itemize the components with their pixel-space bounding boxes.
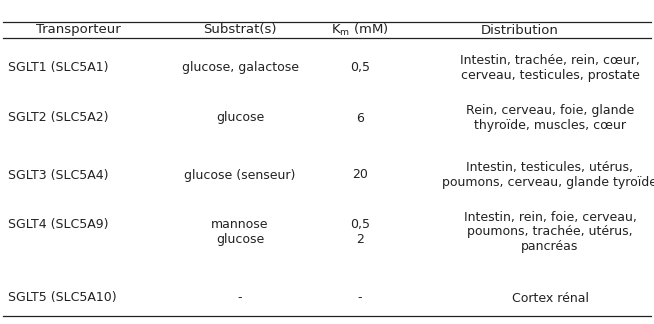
Text: Substrat(s): Substrat(s) xyxy=(203,24,277,37)
Text: Distribution: Distribution xyxy=(481,24,559,37)
Text: 2: 2 xyxy=(356,233,364,246)
Text: poumons, trachée, utérus,: poumons, trachée, utérus, xyxy=(467,226,633,238)
Text: SGLT3 (SLC5A4): SGLT3 (SLC5A4) xyxy=(8,168,109,181)
Text: glucose: glucose xyxy=(216,233,264,246)
Text: Intestin, rein, foie, cerveau,: Intestin, rein, foie, cerveau, xyxy=(464,211,636,224)
Text: 0,5: 0,5 xyxy=(350,218,370,231)
Text: 0,5: 0,5 xyxy=(350,62,370,75)
Text: glucose, galactose: glucose, galactose xyxy=(182,62,298,75)
Text: Rein, cerveau, foie, glande: Rein, cerveau, foie, glande xyxy=(466,104,634,117)
Text: 6: 6 xyxy=(356,111,364,124)
Text: pancréas: pancréas xyxy=(521,240,579,253)
Text: SGLT5 (SLC5A10): SGLT5 (SLC5A10) xyxy=(8,292,116,305)
Text: thyroïde, muscles, cœur: thyroïde, muscles, cœur xyxy=(474,119,626,132)
Text: Cortex rénal: Cortex rénal xyxy=(511,292,589,305)
Text: -: - xyxy=(358,292,362,305)
Text: SGLT4 (SLC5A9): SGLT4 (SLC5A9) xyxy=(8,218,109,231)
Text: 20: 20 xyxy=(352,168,368,181)
Text: mannose: mannose xyxy=(211,218,269,231)
Text: SGLT2 (SLC5A2): SGLT2 (SLC5A2) xyxy=(8,111,109,124)
Text: -: - xyxy=(238,292,242,305)
Text: poumons, cerveau, glande tyroïde: poumons, cerveau, glande tyroïde xyxy=(443,176,654,189)
Text: Intestin, trachée, rein, cœur,: Intestin, trachée, rein, cœur, xyxy=(460,54,640,67)
Text: $\mathrm{K_m}$ (mM): $\mathrm{K_m}$ (mM) xyxy=(331,22,389,38)
Text: Transporteur: Transporteur xyxy=(35,24,120,37)
Text: glucose: glucose xyxy=(216,111,264,124)
Text: Intestin, testicules, utérus,: Intestin, testicules, utérus, xyxy=(466,161,634,174)
Text: cerveau, testicules, prostate: cerveau, testicules, prostate xyxy=(460,69,640,82)
Text: glucose (senseur): glucose (senseur) xyxy=(184,168,296,181)
Text: SGLT1 (SLC5A1): SGLT1 (SLC5A1) xyxy=(8,62,109,75)
